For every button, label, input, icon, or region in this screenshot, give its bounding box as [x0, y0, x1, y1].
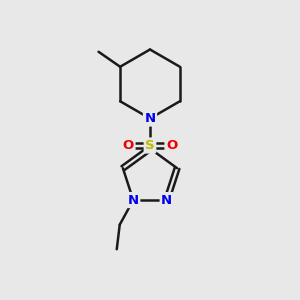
Text: S: S: [145, 139, 155, 152]
Text: O: O: [166, 139, 177, 152]
Text: N: N: [128, 194, 139, 207]
Text: O: O: [123, 139, 134, 152]
Text: N: N: [144, 112, 156, 125]
Text: N: N: [161, 194, 172, 207]
